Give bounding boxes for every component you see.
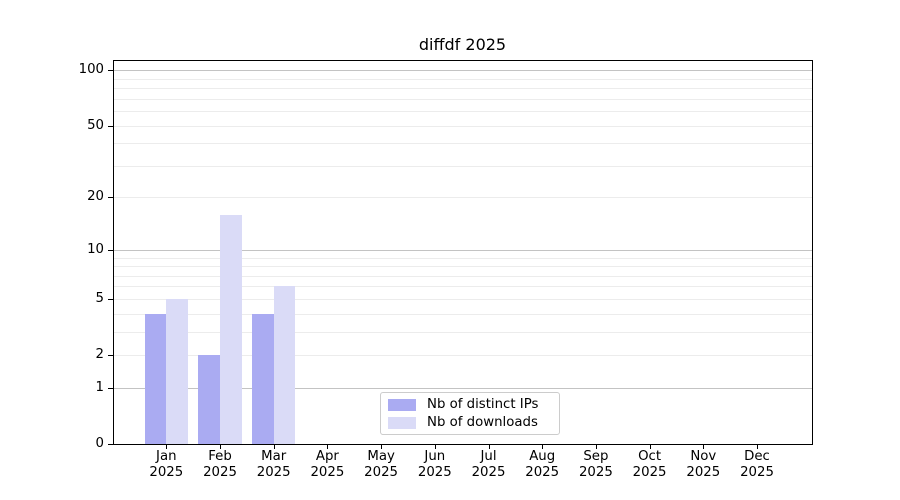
y-axis-tick-label: 50: [87, 117, 104, 133]
x-axis-tick-label: Jul 2025: [471, 449, 506, 480]
minor-gridline: [114, 98, 812, 100]
minor-gridline: [114, 143, 812, 145]
y-axis-tick-label: 10: [87, 241, 104, 257]
x-tick-mark: [273, 445, 275, 449]
minor-gridline: [114, 165, 812, 167]
y-tick-mark: [108, 298, 113, 300]
x-tick-mark: [542, 445, 544, 449]
y-tick-mark: [108, 355, 113, 356]
x-tick-mark: [488, 445, 490, 449]
minor-gridline: [114, 313, 812, 315]
y-axis-tick-label: 1: [95, 379, 104, 395]
x-axis-tick-label: Jun 2025: [417, 449, 452, 480]
x-axis-tick-label: Sep 2025: [578, 449, 613, 480]
minor-gridline: [114, 266, 812, 267]
x-tick-mark: [381, 445, 383, 449]
legend-label-distinct-ips: Nb of distinct IPs: [427, 397, 539, 412]
major-gridline: [114, 249, 812, 251]
x-axis-tick-label: Mar 2025: [256, 449, 291, 480]
x-tick-mark: [703, 445, 705, 449]
x-tick-mark: [649, 445, 651, 449]
y-axis-tick-label: 2: [95, 347, 104, 362]
y-tick-mark: [108, 387, 113, 389]
legend-item-distinct-ips: Nb of distinct IPs: [388, 398, 551, 411]
minor-gridline: [114, 78, 812, 80]
minor-gridline: [114, 355, 812, 356]
chart-title: diffdf 2025: [418, 35, 507, 54]
minor-gridline: [114, 331, 812, 333]
x-axis-tick-label: Nov 2025: [686, 449, 721, 480]
plot-area: [113, 60, 813, 445]
x-axis-tick-label: Jan 2025: [149, 449, 184, 480]
major-gridline: [114, 387, 812, 389]
x-tick-mark: [327, 445, 329, 449]
minor-gridline: [114, 88, 812, 89]
bar-downloads-mar: [273, 286, 296, 444]
x-axis-tick-label: Dec 2025: [740, 449, 774, 480]
y-axis-tick-label: 100: [78, 62, 104, 78]
y-axis-tick-label: 20: [87, 189, 104, 205]
x-axis-tick-label: Feb 2025: [203, 449, 237, 480]
x-axis-tick-label: May 2025: [364, 449, 399, 480]
minor-gridline: [114, 197, 812, 199]
minor-gridline: [114, 298, 812, 300]
major-gridline: [114, 70, 812, 72]
y-tick-mark: [108, 197, 113, 199]
bar-downloads-jan: [166, 298, 188, 444]
legend-swatch-distinct-ips: [388, 398, 416, 411]
minor-gridline: [114, 275, 812, 277]
y-tick-mark: [108, 70, 113, 72]
legend: Nb of distinct IPs Nb of downloads: [380, 392, 560, 435]
legend-item-downloads: Nb of downloads: [388, 416, 551, 429]
x-tick-mark: [220, 445, 221, 449]
minor-gridline: [114, 125, 812, 127]
bar-downloads-feb: [220, 214, 242, 444]
x-tick-mark: [757, 445, 758, 449]
bar-distinct-ips-feb: [198, 355, 220, 444]
minor-gridline: [114, 111, 812, 112]
y-tick-mark: [108, 444, 113, 445]
bar-distinct-ips-mar: [252, 313, 274, 444]
x-tick-mark: [434, 445, 436, 449]
y-tick-mark: [108, 249, 113, 251]
x-axis-tick-label: Oct 2025: [632, 449, 667, 480]
minor-gridline: [114, 286, 812, 288]
bar-distinct-ips-jan: [144, 313, 167, 444]
minor-gridline: [114, 257, 812, 259]
legend-swatch-downloads: [388, 416, 416, 429]
legend-label-downloads: Nb of downloads: [427, 415, 538, 430]
y-axis-tick-label: 0: [95, 436, 104, 451]
x-axis-tick-label: Aug 2025: [525, 449, 560, 480]
x-tick-mark: [595, 445, 597, 449]
x-axis-tick-label: Apr 2025: [310, 449, 345, 480]
y-tick-mark: [108, 125, 113, 127]
x-tick-mark: [166, 445, 168, 449]
y-axis-tick-label: 5: [95, 290, 104, 306]
